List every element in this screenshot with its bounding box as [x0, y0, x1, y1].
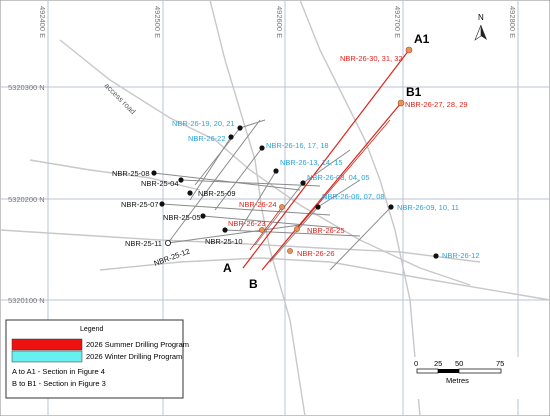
- drill-traces: [153, 49, 410, 271]
- hole-label: NBR-25-04: [141, 179, 179, 188]
- north-label: N: [478, 13, 484, 22]
- legend-title: Legend: [80, 326, 103, 333]
- legend-item: B to B1 - Section in Figure 3: [12, 379, 106, 388]
- collars: [151, 46, 439, 259]
- hole-label: NBR-26-12: [442, 251, 480, 260]
- hole-label: NBR-26-25: [307, 226, 345, 235]
- easting-label: 492800 E: [508, 6, 517, 38]
- north-arrow: N: [474, 13, 487, 41]
- scale-tick: 50: [455, 359, 463, 368]
- hole-label: NBR-26-23: [228, 219, 266, 228]
- scale-unit: Metres: [446, 376, 469, 385]
- hole-label: NBR-26-19, 20, 21: [172, 119, 235, 128]
- hole-label: NBR-26-26: [297, 249, 335, 258]
- northing-label: 5320300 N: [8, 83, 45, 92]
- legend-item: 2026 Summer Drilling Program: [86, 340, 189, 349]
- hole-label: NBR-25-05: [163, 213, 201, 222]
- hole-label: NBR-25-11: [125, 239, 162, 248]
- hole-label: NBR-26-27, 28, 29: [405, 100, 468, 109]
- section-label: B: [249, 277, 258, 291]
- hole-label: NBR-26-30, 31, 32: [340, 54, 403, 63]
- easting-label: 492500 E: [153, 6, 162, 38]
- hole-label: NBR-25-10: [205, 237, 243, 246]
- legend-item: 2026 Winter Drilling Program: [86, 352, 182, 361]
- legend: Legend 2026 Summer Drilling Program 2026…: [5, 319, 189, 399]
- scale-tick: 0: [414, 359, 418, 368]
- hole-label: NBR-26-03, 04, 05: [307, 173, 370, 182]
- easting-label: 492700 E: [393, 6, 402, 38]
- scale-tick: 75: [496, 359, 504, 368]
- northing-label: 5320100 N: [8, 296, 45, 305]
- hole-label: NBR-26-09, 10, 11: [397, 203, 459, 212]
- section-label: B1: [406, 85, 422, 99]
- hole-label: NBR-25-09: [198, 189, 236, 198]
- section-label: A1: [414, 32, 430, 46]
- hole-label: NBR-26-22: [188, 134, 226, 143]
- northing-label: 5320200 N: [8, 195, 45, 204]
- easting-label: 492400 E: [38, 6, 47, 38]
- hole-label: NBR-26-24: [239, 200, 277, 209]
- easting-label: 492600 E: [275, 6, 284, 38]
- hole-label: NBR-26-06, 07, 08: [322, 192, 385, 201]
- hole-label: NBR-26-16, 17, 18: [266, 141, 329, 150]
- scale-tick: 25: [434, 359, 442, 368]
- scale-bar: 0 25 50 75 Metres: [412, 357, 532, 399]
- legend-item: A to A1 - Section in Figure 4: [12, 367, 105, 376]
- hole-label: NBR-25-08: [112, 169, 150, 178]
- hole-label: NBR-26-13, 14, 15: [280, 158, 343, 167]
- hole-label: NBR-25-07: [121, 200, 159, 209]
- section-label: A: [223, 261, 232, 275]
